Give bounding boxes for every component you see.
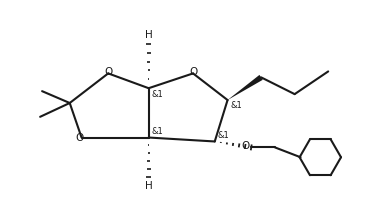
Text: O: O: [76, 132, 84, 143]
Text: H: H: [145, 181, 152, 191]
Text: H: H: [145, 30, 152, 40]
Text: &1: &1: [230, 101, 242, 110]
Polygon shape: [228, 75, 263, 100]
Text: O: O: [189, 67, 197, 77]
Text: &1: &1: [152, 90, 163, 99]
Text: O: O: [104, 67, 113, 77]
Text: O: O: [241, 141, 249, 151]
Text: &1: &1: [218, 131, 229, 139]
Text: &1: &1: [152, 126, 163, 136]
